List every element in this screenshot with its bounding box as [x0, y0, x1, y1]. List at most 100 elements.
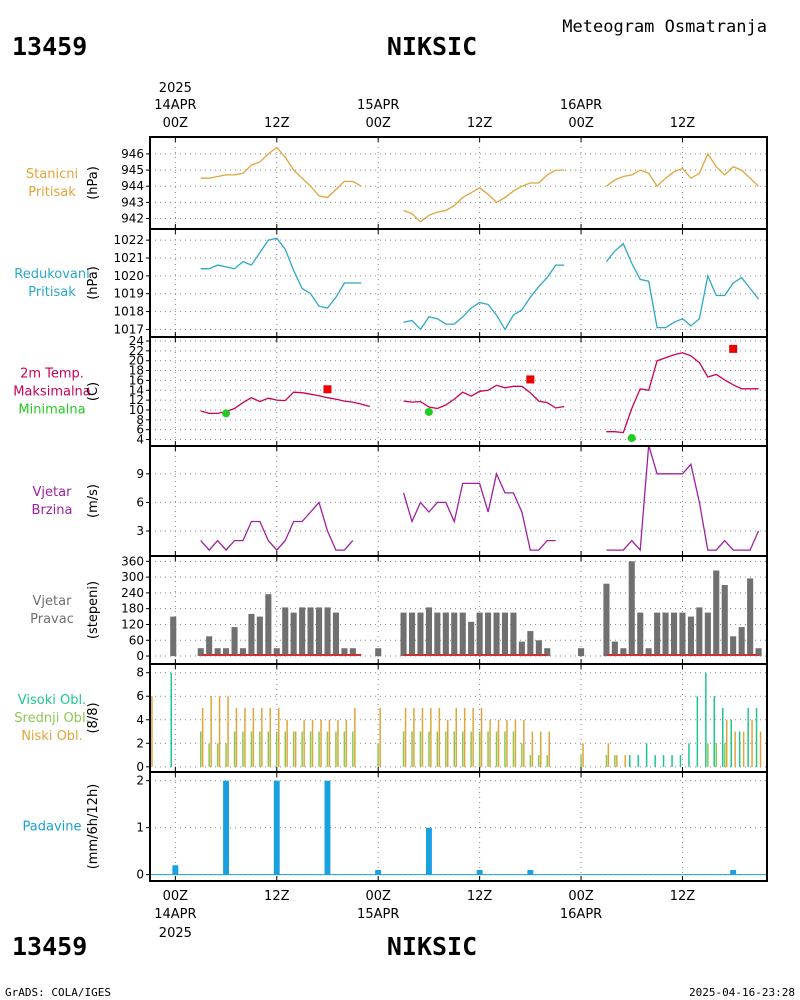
panel-label: Stanicni [26, 167, 78, 182]
series-line [605, 242, 760, 329]
cloud-bar [759, 731, 762, 767]
cloud-bar [529, 755, 532, 767]
y-tick-label: 22 [129, 344, 144, 358]
cloud-bar [470, 731, 472, 767]
y-tick-label: 24 [129, 334, 144, 348]
bottom-day-label: 15APR [357, 907, 399, 922]
y-tick-label: 360 [121, 554, 144, 568]
station-id-top: 13459 [12, 32, 87, 61]
cloud-bar [480, 708, 483, 767]
cloud-bar [352, 731, 354, 767]
cloud-bar [337, 719, 339, 767]
cloud-bar [210, 696, 212, 767]
data-bar [426, 827, 432, 875]
panel-7: 0 1 2 Padavine (mm/6h/12h) [23, 771, 768, 882]
cloud-bar [402, 731, 405, 767]
y-tick-label: 14 [129, 383, 144, 397]
cloud-bar [688, 743, 690, 767]
bottom-hour-label: 00Z [163, 889, 189, 904]
panel-label: Vjetar [33, 485, 73, 500]
cloud-bar [377, 743, 379, 767]
data-bar [527, 870, 534, 875]
cloud-bar [462, 731, 464, 767]
cloud-bar [151, 696, 153, 767]
top-hour-label: 12Z [670, 116, 696, 131]
top-day-label: 16APR [560, 98, 602, 113]
cloud-bar [428, 731, 430, 767]
cloud-bar [455, 708, 457, 767]
y-tick-label: 6 [136, 495, 144, 509]
cloud-bar [201, 708, 204, 767]
cloud-bar [235, 708, 238, 767]
series-line [403, 384, 565, 410]
top-hour-label: 12Z [467, 116, 493, 131]
cloud-bar [170, 672, 172, 767]
data-bar [299, 607, 306, 657]
cloud-bar [244, 708, 246, 767]
data-bar [273, 780, 280, 875]
cloud-bar [404, 708, 407, 767]
y-tick-label: 8 [136, 413, 144, 427]
cloud-bar [521, 743, 523, 767]
data-bar [400, 612, 407, 656]
cloud-bar [303, 719, 305, 767]
data-bar [459, 612, 466, 656]
cloud-bar [286, 719, 288, 767]
y-tick-label: 1019 [113, 287, 144, 301]
series-line [403, 169, 565, 223]
data-bar [747, 578, 754, 656]
series-line [403, 264, 565, 331]
cloud-bar [523, 719, 525, 767]
y-axis-unit: (8/8) [86, 702, 101, 733]
cloud-bar [715, 743, 717, 767]
y-tick-label: 942 [121, 212, 144, 226]
y-axis-unit: (C) [86, 382, 101, 401]
y-tick-label: 12 [129, 393, 144, 407]
data-bar [290, 612, 297, 656]
panel-frame [149, 136, 768, 230]
cloud-bar [696, 696, 699, 767]
y-tick-label: 10 [129, 403, 144, 417]
cloud-bar [261, 708, 263, 767]
y-tick-label: 944 [121, 179, 144, 193]
data-bar [518, 641, 525, 657]
bottom-year-label: 2025 [159, 926, 192, 941]
data-bar [476, 870, 483, 875]
tmin-marker [627, 434, 636, 443]
cloud-bar [328, 719, 331, 767]
data-bar [721, 585, 728, 657]
data-bar [341, 648, 348, 657]
y-axis-unit: (m/s) [86, 484, 101, 518]
panel-label: Pritisak [28, 285, 76, 300]
y-tick-label: 2 [136, 774, 144, 788]
data-bar [256, 616, 263, 657]
tmax-marker [729, 344, 738, 353]
footer-right: 2025-04-16-23:28 [689, 986, 795, 999]
top-hour-label: 12Z [264, 116, 290, 131]
cloud-bar [225, 743, 227, 767]
cloud-bar [320, 719, 322, 767]
data-bar [628, 561, 635, 656]
cloud-bar [755, 708, 758, 767]
cloud-bar [637, 755, 639, 767]
cloud-bar [326, 731, 329, 767]
cloud-bar [654, 755, 656, 767]
cloud-bar [531, 731, 534, 767]
y-tick-label: 0 [136, 868, 144, 882]
cloud-bar [284, 731, 286, 767]
cloud-bar [216, 743, 219, 767]
y-tick-label: 4 [136, 433, 144, 447]
tmin-marker [424, 407, 433, 416]
header-footer: 13459 NIKSIC Meteogram Osmatranja 13459 … [5, 17, 795, 999]
data-bar [214, 648, 221, 657]
cloud-bar [200, 731, 202, 767]
data-bar [409, 612, 416, 656]
series-line [200, 237, 362, 309]
data-bar [687, 616, 694, 657]
cloud-bar [311, 719, 314, 767]
y-tick-label: 16 [129, 373, 144, 387]
series-line [606, 445, 760, 552]
cloud-bar [447, 719, 449, 767]
station-id-bottom: 13459 [12, 932, 87, 961]
